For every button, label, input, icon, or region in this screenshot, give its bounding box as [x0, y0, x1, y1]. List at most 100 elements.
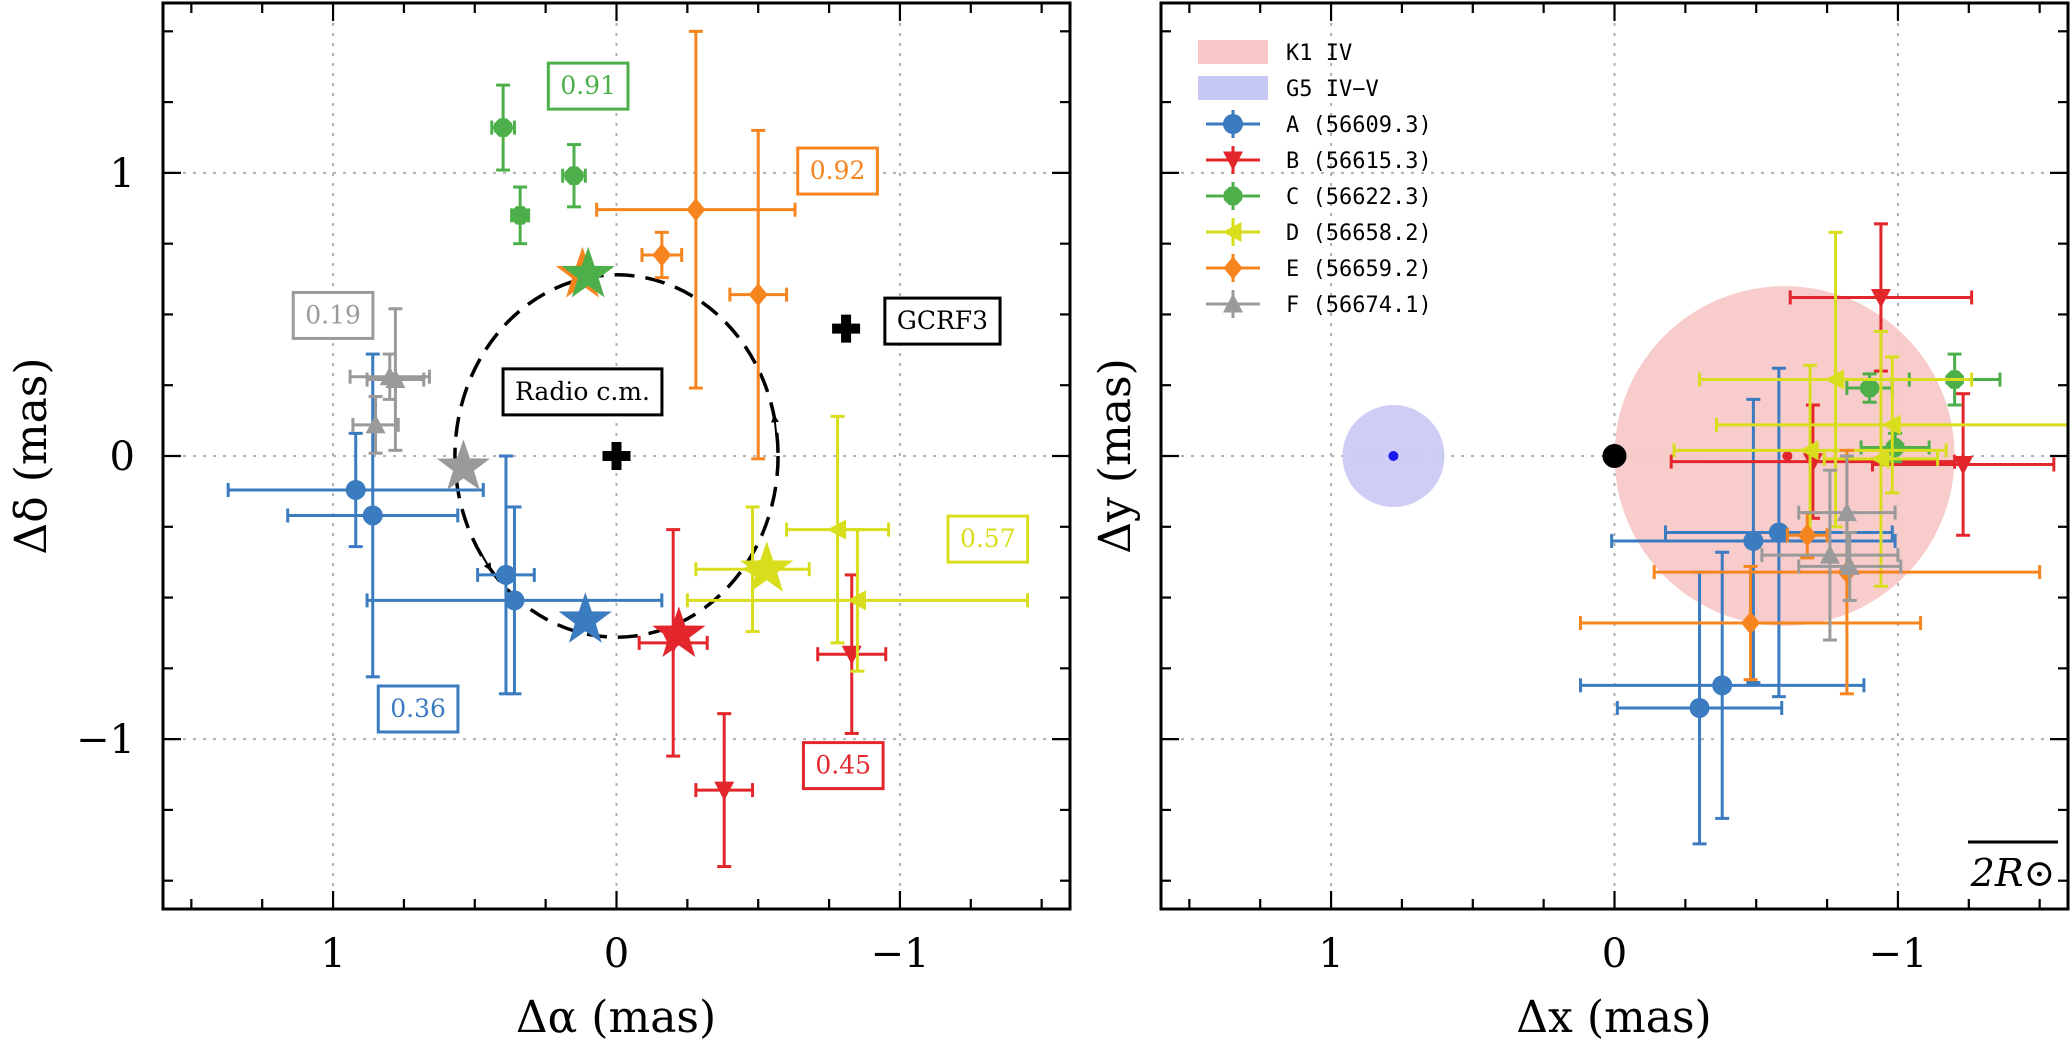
- star-marker-A: [558, 592, 612, 643]
- marker-octagon: [1885, 438, 1905, 457]
- marker-diamond: [652, 243, 672, 267]
- legend-entry-D: D (56658.2): [1206, 218, 1432, 246]
- marker-triangle-up: [365, 414, 386, 434]
- data-point-A: [1578, 550, 1866, 820]
- legend-marker: [1223, 186, 1243, 206]
- annotation-box: 0.45: [801, 741, 885, 791]
- legend-label: E (56659.2): [1286, 257, 1432, 282]
- marker-circle: [345, 479, 366, 500]
- legend-patch: [1198, 40, 1268, 64]
- data-point-C: [1859, 431, 1931, 464]
- scale-bar: 2R⊙: [1968, 840, 2058, 895]
- left-star-markers: [436, 246, 794, 658]
- left-annotations: 0.91 0.92 0.19 0.57 0.36 0.45 Radio c.m. GCRF3: [291, 61, 1030, 791]
- legend-marker: [1223, 256, 1243, 280]
- data-point-A: [226, 431, 485, 549]
- data-point-E: [640, 230, 684, 280]
- annotation-frame: [801, 741, 885, 791]
- annotation-box: 0.92: [796, 146, 879, 196]
- left-x-tick-label: 1: [320, 931, 345, 977]
- legend-marker: [1223, 293, 1243, 313]
- cross-marker-icon: [602, 442, 631, 470]
- annotation-box: GCRF3: [883, 296, 1002, 346]
- legend-entry-G5: G5 IV−V: [1198, 76, 1379, 102]
- data-point-F: [351, 395, 400, 455]
- right-x-tick-label: 0: [1602, 931, 1627, 977]
- left-y-tick-label: −1: [76, 717, 135, 763]
- star-discs: [1342, 286, 1955, 626]
- marker-diamond: [748, 283, 768, 307]
- annotation-frame: [883, 296, 1002, 346]
- legend-label: D (56658.2): [1286, 221, 1432, 246]
- marker-octagon: [564, 166, 584, 185]
- data-point-F: [1760, 468, 1900, 642]
- annotation-frame: [546, 61, 630, 111]
- star-marker-D: [740, 541, 794, 592]
- marker-triangle-left: [1881, 414, 1901, 435]
- left-x-tick-label: 0: [604, 931, 629, 977]
- data-point-C: [490, 83, 516, 172]
- data-point-B: [694, 712, 755, 869]
- legend-label: C (56622.3): [1286, 185, 1432, 210]
- data-point-A: [286, 352, 460, 679]
- marker-triangle-left: [1870, 448, 1890, 469]
- legend-marker: [1223, 151, 1243, 171]
- marker-triangle-left: [1799, 440, 1819, 461]
- legend-marker: [1222, 222, 1242, 242]
- marker-triangle-down: [1870, 288, 1891, 308]
- orbit-path: [453, 273, 780, 639]
- data-point-E: [595, 29, 797, 390]
- marker-triangle-up: [1836, 502, 1857, 522]
- legend-label: G5 IV−V: [1286, 77, 1379, 102]
- marker-triangle-up: [1819, 544, 1840, 564]
- left-y-axis-label: Δδ (mas): [6, 357, 57, 554]
- marker-triangle-left: [1825, 369, 1845, 390]
- marker-circle: [1689, 697, 1710, 718]
- legend-label: B (56615.3): [1286, 149, 1432, 174]
- disc-center-dot: [1782, 451, 1793, 461]
- data-point-D: [685, 528, 1029, 673]
- marker-diamond: [1797, 523, 1817, 547]
- marker-triangle-down: [714, 781, 735, 801]
- annotation-box: 0.91: [546, 61, 630, 111]
- marker-diamond: [1741, 611, 1761, 635]
- marker-triangle-up: [379, 366, 400, 386]
- right-x-tick-label: −1: [1868, 931, 1927, 977]
- marker-triangle-left: [846, 590, 866, 611]
- annotation-frame: [501, 367, 664, 417]
- data-point-E: [728, 128, 789, 461]
- legend-entry-C: C (56622.3): [1206, 182, 1432, 210]
- legend-patch: [1198, 76, 1268, 100]
- star-marker-F: [436, 439, 491, 490]
- left-y-tick-label: 0: [110, 434, 135, 480]
- marker-octagon: [510, 206, 530, 225]
- legend-marker: [1223, 114, 1243, 134]
- left-data-points: [226, 29, 1029, 869]
- marker-circle: [1768, 522, 1789, 543]
- orbit-arrow-icon: [770, 414, 779, 451]
- marker-circle: [495, 564, 516, 585]
- data-point-E: [1578, 564, 1923, 682]
- legend-label: F (56674.1): [1286, 293, 1432, 318]
- legend-entry-F: F (56674.1): [1206, 290, 1432, 318]
- legend-entry-K1: K1 IV: [1198, 40, 1352, 66]
- data-point-D: [1715, 355, 2070, 495]
- annotation-text: Radio c.m.: [515, 377, 650, 406]
- cross-marker-icon: [832, 314, 861, 343]
- annotation-text: 0.45: [815, 751, 871, 780]
- disc-center-dot: [1388, 451, 1399, 461]
- star-marker-B: [652, 606, 706, 658]
- annotation-frame: [291, 290, 375, 340]
- annotation-text: 0.91: [560, 71, 616, 100]
- marker-diamond: [686, 198, 706, 222]
- data-point-A: [476, 454, 536, 696]
- right-x-tick-label: 1: [1318, 931, 1343, 977]
- star-marker-C: [561, 246, 615, 298]
- marker-triangle-up: [1839, 555, 1860, 575]
- annotation-text: 0.92: [810, 156, 866, 185]
- left-x-axis-label: Δα (mas): [516, 992, 716, 1043]
- annotation-box: 0.36: [376, 684, 460, 734]
- data-point-C: [561, 143, 587, 209]
